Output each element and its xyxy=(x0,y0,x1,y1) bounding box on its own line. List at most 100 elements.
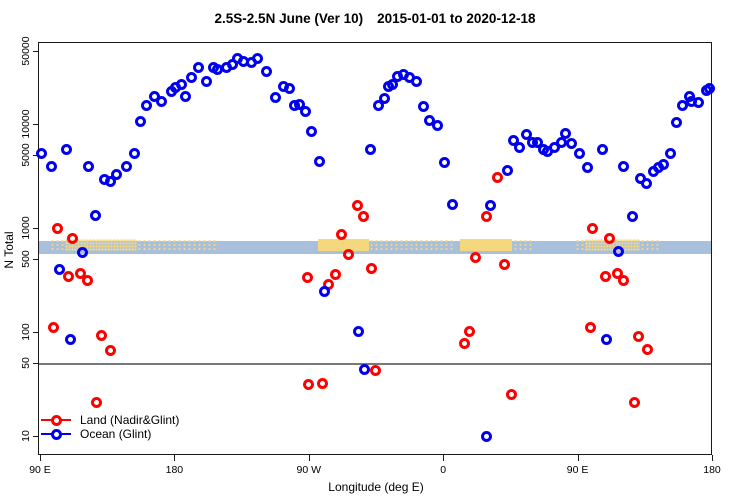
data-point-land xyxy=(642,343,654,355)
data-point-ocean xyxy=(104,175,116,187)
data-point-ocean xyxy=(83,160,95,172)
data-point-ocean xyxy=(192,62,204,74)
data-point-ocean xyxy=(560,128,572,140)
land-series-symbol xyxy=(41,414,71,426)
data-point-ocean xyxy=(305,125,317,137)
data-point-ocean xyxy=(664,147,676,159)
data-point-land xyxy=(105,344,117,356)
data-point-land xyxy=(74,268,86,280)
land-highlight-patch xyxy=(137,238,220,252)
plot-area: N Total Longitude (deg E) Land (Nadir&Gl… xyxy=(2,37,721,494)
data-point-ocean xyxy=(270,91,282,103)
data-point-ocean xyxy=(65,333,77,345)
y-tick-label: 500 xyxy=(20,250,32,269)
data-point-land xyxy=(301,272,313,284)
data-point-land xyxy=(62,270,74,282)
y-tick xyxy=(33,228,39,229)
land-highlight-patch xyxy=(368,238,454,252)
data-point-ocean xyxy=(676,100,688,112)
data-point-land xyxy=(458,337,470,349)
y-tick xyxy=(33,51,39,53)
chart-title: 2.5S-2.5N June (Ver 10) 2015-01-01 to 202… xyxy=(0,11,750,26)
legend-item-ocean: Ocean (Glint) xyxy=(41,427,179,441)
data-point-land xyxy=(469,252,481,264)
x-tick-label: 90 E xyxy=(29,464,51,476)
data-point-land xyxy=(96,329,108,341)
data-point-ocean xyxy=(481,430,492,442)
data-point-land xyxy=(66,232,78,244)
data-point-ocean xyxy=(555,136,567,148)
x-axis-title: Longitude (deg E) xyxy=(328,480,424,494)
data-point-land xyxy=(351,200,363,212)
land-highlight-patch xyxy=(459,238,512,252)
data-point-ocean xyxy=(601,333,613,345)
data-point-land xyxy=(587,222,599,234)
data-point-land xyxy=(90,396,102,408)
data-point-ocean xyxy=(703,83,715,95)
x-tick xyxy=(712,455,713,461)
data-point-ocean xyxy=(417,101,429,113)
data-point-ocean xyxy=(46,161,58,173)
y-tick xyxy=(33,363,39,365)
y-tick-label: 50 xyxy=(20,357,32,370)
land-highlight-patch xyxy=(585,238,641,252)
x-tick-label: 0 xyxy=(440,464,447,476)
data-point-ocean xyxy=(53,263,65,275)
data-point-land xyxy=(369,364,381,376)
data-point-ocean xyxy=(566,137,578,149)
data-point-ocean xyxy=(89,209,101,221)
ocean-series-symbol xyxy=(41,428,71,440)
x-tick xyxy=(40,455,41,461)
reference-line-50 xyxy=(39,363,711,365)
data-point-ocean xyxy=(693,97,705,109)
data-point-ocean xyxy=(626,210,638,222)
x-tick-label: 180 xyxy=(703,464,721,476)
data-point-land xyxy=(47,321,59,333)
x-tick xyxy=(308,455,310,461)
ocean-circle-icon xyxy=(50,428,62,440)
data-point-ocean xyxy=(574,148,586,160)
data-point-ocean xyxy=(613,246,625,258)
data-point-ocean xyxy=(447,198,459,210)
y-tick-label: 1000 xyxy=(20,216,32,240)
y-tick-label: 10000 xyxy=(20,109,32,139)
y-axis-title: N Total xyxy=(2,231,16,269)
data-point-ocean xyxy=(180,91,192,103)
data-point-ocean xyxy=(300,106,312,118)
y-tick xyxy=(33,332,39,333)
data-point-ocean xyxy=(251,53,263,65)
data-point-land xyxy=(633,330,645,342)
data-point-ocean xyxy=(201,76,212,88)
data-point-land xyxy=(336,228,348,240)
data-point-ocean xyxy=(77,247,89,259)
data-point-ocean xyxy=(424,114,436,126)
data-point-ocean xyxy=(657,158,669,170)
data-point-ocean xyxy=(485,199,497,211)
data-point-land xyxy=(599,270,611,282)
y-tick-label: 5000 xyxy=(20,143,32,167)
data-point-ocean xyxy=(135,115,147,127)
data-point-ocean xyxy=(520,129,532,141)
x-tick-label: 180 xyxy=(165,464,184,476)
data-point-ocean xyxy=(373,100,385,112)
x-tick-label: 90 E xyxy=(566,464,589,476)
land-highlight-patch xyxy=(513,238,533,252)
x-tick xyxy=(174,455,176,461)
y-tick-label: 10 xyxy=(20,430,32,442)
y-tick xyxy=(33,259,39,261)
data-point-ocean xyxy=(597,144,609,156)
data-point-land xyxy=(604,232,616,244)
data-point-land xyxy=(505,389,517,401)
data-point-land xyxy=(481,210,492,222)
data-point-ocean xyxy=(60,144,72,156)
data-point-ocean xyxy=(156,96,168,108)
data-point-land xyxy=(628,396,640,408)
x-tick xyxy=(443,455,445,461)
data-point-land xyxy=(51,222,63,234)
data-point-ocean xyxy=(283,83,295,95)
data-point-land xyxy=(498,258,510,270)
land-highlight-patch xyxy=(574,238,586,252)
data-point-land xyxy=(492,172,504,184)
data-point-ocean xyxy=(531,137,543,149)
